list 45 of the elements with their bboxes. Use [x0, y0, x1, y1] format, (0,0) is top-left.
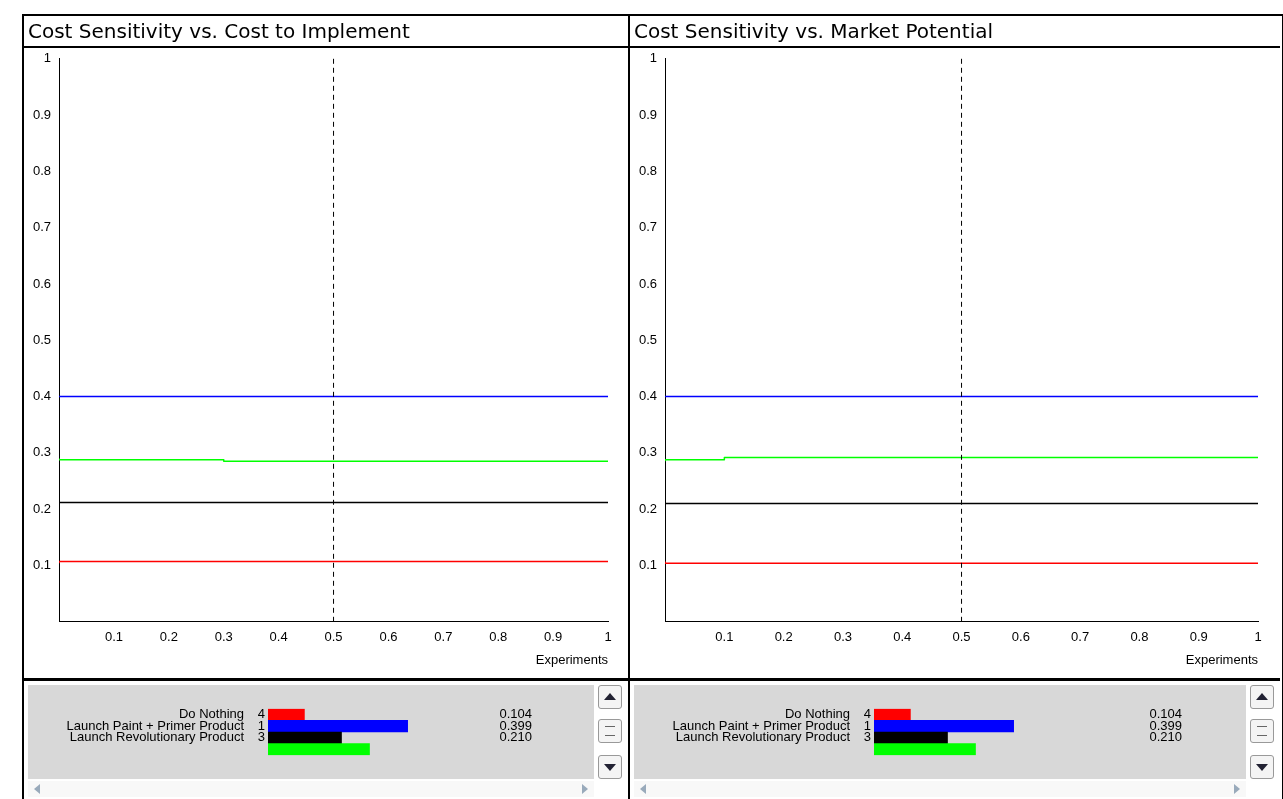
x-tick-label: 0.8: [1130, 629, 1149, 645]
x-tick-label: 0.3: [214, 629, 233, 645]
y-tick-label: 0.7: [638, 219, 658, 235]
y-tick-label: 0.4: [638, 388, 658, 404]
y-tick-label: 0.3: [638, 444, 658, 460]
x-tick-label: 0.2: [159, 629, 178, 645]
y-tick-label: 0.4: [32, 388, 52, 404]
chart-title: Cost Sensitivity vs. Cost to Implement: [24, 16, 628, 48]
x-tick-label: 0.9: [1189, 629, 1208, 645]
y-tick-label: 0.6: [32, 275, 52, 291]
y-tick-label: 1: [43, 50, 52, 66]
y-tick-label: 1: [649, 50, 658, 66]
x-tick-label: 0.1: [104, 629, 123, 645]
x-tick-label: 0.8: [489, 629, 508, 645]
chart-title: Cost Sensitivity vs. Market Potential: [630, 16, 1280, 48]
x-tick-label: 0.7: [1071, 629, 1090, 645]
x-tick-label: 1: [604, 629, 612, 645]
y-tick-label: 0.8: [32, 162, 52, 178]
y-tick-label: Launch Revolutionary Product: [69, 729, 245, 745]
x-tick-label: 0.5: [324, 629, 343, 645]
x-tick-label: 0.5: [952, 629, 971, 645]
x-axis-title: Experiments: [1185, 651, 1259, 667]
y-tick-label: 0.1: [32, 557, 52, 573]
y-tick-label: 0.1: [638, 557, 658, 573]
x-tick-label: 0.6: [379, 629, 398, 645]
y-tick-label: 0.6: [638, 275, 658, 291]
y-tick-label: 0.3: [32, 444, 52, 460]
y-tick-label: 0.2: [638, 500, 658, 516]
x-tick-label: 0.7: [434, 629, 453, 645]
x-tick-label: 1: [1254, 629, 1262, 645]
x-tick-label: 0.9: [544, 629, 563, 645]
x-axis-title: Experiments: [535, 651, 609, 667]
y-tick-label: 0.7: [32, 219, 52, 235]
x-tick-label: 0.4: [269, 629, 288, 645]
y-tick-label: 0.5: [638, 331, 658, 347]
x-tick-label: 0.6: [1011, 629, 1030, 645]
x-tick-label: 0.2: [774, 629, 793, 645]
y-tick-label: 0.9: [32, 106, 52, 122]
x-tick-label: 0.4: [893, 629, 912, 645]
y-tick-label: Launch Revolutionary Product: [675, 729, 851, 745]
y-tick-label: 0.2: [32, 500, 52, 516]
y-tick-label: 0.9: [638, 106, 658, 122]
x-tick-label: 0.1: [715, 629, 734, 645]
y-tick-label: 0.8: [638, 162, 658, 178]
y-tick-label: 0.5: [32, 331, 52, 347]
